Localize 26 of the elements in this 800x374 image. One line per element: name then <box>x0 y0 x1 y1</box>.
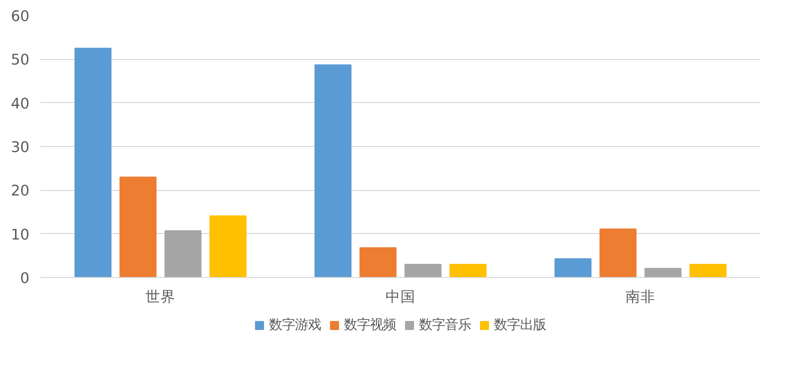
x-tick-label: 中国 <box>386 288 416 306</box>
legend-label: 数字视频 <box>344 316 396 334</box>
y-tick-label: 40 <box>10 95 30 112</box>
legend-label: 数字游戏 <box>269 316 321 334</box>
bar <box>360 247 396 278</box>
bar <box>74 48 112 278</box>
bar <box>314 64 352 278</box>
y-tick-label: 30 <box>10 139 30 156</box>
bar <box>450 264 486 278</box>
y-tick-label: 10 <box>10 226 30 244</box>
bar <box>164 230 202 278</box>
x-tick-label: 世界 <box>146 288 176 306</box>
y-tick-label: 20 <box>10 182 30 200</box>
x-tick-label: 南非 <box>626 288 656 306</box>
bar <box>644 268 682 278</box>
legend-label: 数字出版 <box>494 316 546 334</box>
bar <box>554 258 592 278</box>
y-tick-label: 60 <box>10 8 30 25</box>
y-tick-label: 0 <box>20 270 30 287</box>
bar <box>210 215 246 278</box>
legend-label: 数字音乐 <box>419 316 471 334</box>
bar <box>404 264 442 278</box>
bar <box>120 176 156 278</box>
y-tick-label: 50 <box>10 52 30 69</box>
bar <box>600 228 636 278</box>
bar <box>690 264 726 278</box>
